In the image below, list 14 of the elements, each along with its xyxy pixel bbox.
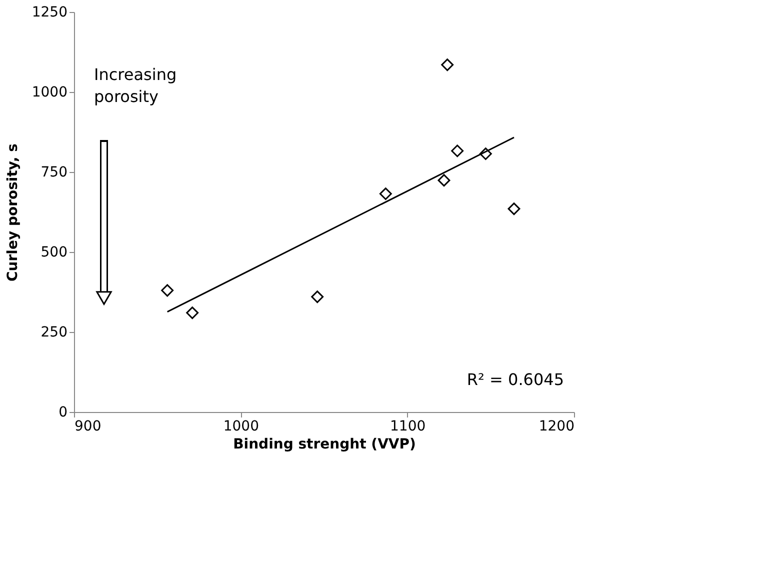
y-tick-label: 1250 (32, 4, 68, 20)
x-tick-label: 1000 (223, 418, 259, 434)
annotation: R² = 0.6045 (466, 370, 564, 389)
annotation: Increasing porosity (94, 65, 177, 106)
y-tick-label: 250 (40, 324, 68, 340)
y-tick-label: 750 (40, 164, 68, 180)
x-tick-label: 1200 (538, 418, 574, 434)
y-tick-label: 500 (40, 244, 68, 260)
x-axis-title: Binding strenght (VVP) (233, 436, 416, 452)
y-tick-label: 1000 (32, 84, 68, 100)
x-tick-label: 900 (74, 418, 102, 434)
y-axis-title: Curley porosity, s (4, 144, 21, 282)
x-tick-label: 1100 (390, 418, 426, 434)
y-tick-label: 0 (58, 404, 68, 420)
